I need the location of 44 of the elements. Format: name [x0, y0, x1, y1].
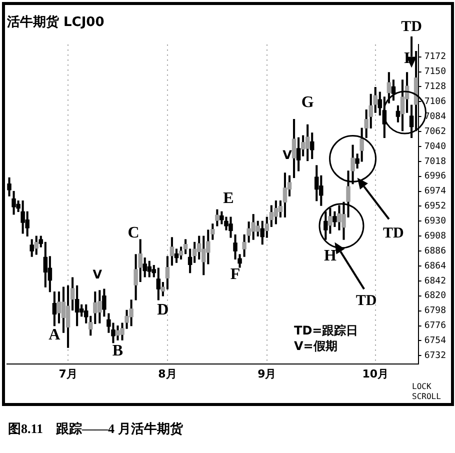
text: LOCK SCROLL — [412, 382, 442, 402]
annotation: C — [128, 224, 140, 242]
annotation: TD — [383, 225, 404, 242]
x-tick-label: 10月 — [362, 367, 389, 380]
y-tick-label: 6996 — [424, 172, 446, 182]
y-tick-label: 7084 — [424, 112, 446, 122]
y-tick-label: 6732 — [424, 350, 446, 361]
annotation: TD=跟踪日 — [294, 323, 358, 338]
chart-title: 活牛期货 LCJ00 — [6, 14, 104, 30]
y-tick-label: 6754 — [424, 336, 446, 346]
y-tick-label: 6864 — [424, 261, 446, 272]
annotation: D — [157, 301, 169, 318]
annotation: A — [48, 326, 61, 344]
y-tick-label: 7062 — [424, 126, 446, 137]
y-tick-label: 6930 — [424, 216, 446, 227]
y-tick-label: 6776 — [424, 321, 446, 332]
annotation: V=假期 — [294, 338, 338, 353]
annotation: I — [404, 50, 410, 68]
annotation: V — [92, 268, 103, 282]
annotation: H — [324, 248, 337, 265]
y-tick-label: 7172 — [424, 52, 446, 62]
y-tick-label: 7106 — [424, 96, 446, 107]
annotation: B — [112, 342, 124, 360]
y-tick-label: 6820 — [424, 291, 446, 302]
y-tick-label: 7018 — [424, 156, 446, 167]
x-tick-label: 8月 — [158, 367, 177, 380]
text: TD — [401, 18, 422, 35]
annotation: G — [301, 94, 314, 112]
y-tick-label: 6886 — [424, 246, 446, 256]
y-tick-label: 7150 — [424, 67, 446, 78]
y-tick-label: 7040 — [424, 142, 446, 152]
y-tick-label: 7128 — [424, 82, 446, 92]
annotation: V — [282, 148, 293, 162]
y-tick-label: 6908 — [424, 231, 446, 242]
caption: 图8.11 跟踪——4 月活牛期货 — [8, 420, 183, 438]
y-tick-label: 6974 — [424, 186, 446, 197]
annotation: TD — [356, 293, 377, 310]
y-tick-label: 6952 — [424, 202, 446, 212]
y-tick-label: 6798 — [424, 306, 446, 316]
annotation: E — [223, 190, 234, 207]
annotation: F — [230, 266, 240, 283]
y-tick-label: 6842 — [424, 276, 446, 286]
x-tick-label: 7月 — [58, 367, 78, 380]
x-tick-label: 9月 — [258, 367, 276, 380]
